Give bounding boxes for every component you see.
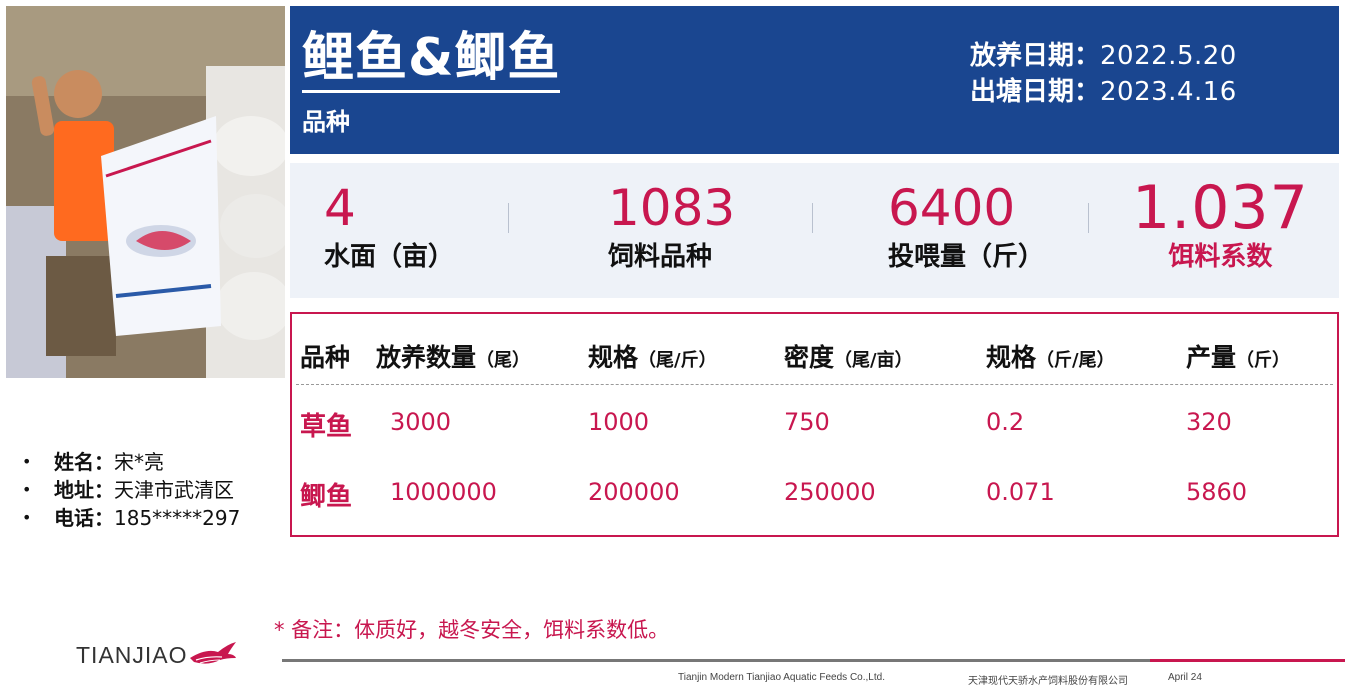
bullet: •	[22, 480, 32, 499]
harvest-date-line: 出塘日期：2023.4.16	[970, 74, 1237, 110]
table-cell: 5860	[1186, 478, 1248, 506]
company-name-cn: 天津现代天骄水产饲料股份有限公司	[968, 676, 1128, 687]
stat-label: 饵料系数	[1168, 242, 1273, 272]
header-divider	[296, 384, 1333, 385]
stat-feed-type: 1083 饲料品种	[608, 177, 735, 275]
stat-label: 水面（亩）	[324, 242, 455, 272]
company-name-en: Tianjin Modern Tianjiao Aquatic Feeds Co…	[678, 672, 885, 683]
col-header-text: 规格	[986, 343, 1037, 372]
col-header-text: 规格	[588, 343, 639, 372]
table-cell: 750	[784, 408, 830, 436]
page-title: 鲤鱼&鲫鱼	[302, 26, 561, 93]
phone-label: 电话：	[54, 506, 114, 530]
stat-label: 饲料品种	[608, 242, 713, 272]
col-header-stock-qty: 放养数量（尾）	[376, 338, 530, 374]
col-header-size-per-jin: 规格（尾/斤）	[588, 338, 717, 374]
bullet: •	[22, 508, 32, 527]
address-label: 地址：	[54, 478, 114, 502]
table-cell: 320	[1186, 408, 1232, 436]
stat-feed-conversion: 1.037 饵料系数	[1132, 177, 1309, 275]
col-header-unit: （尾）	[476, 350, 531, 371]
stat-label: 投喂量（斤）	[888, 242, 1045, 272]
bullet: •	[22, 452, 32, 471]
table-cell: 鲫鱼	[300, 482, 353, 512]
stat-divider	[1088, 203, 1089, 233]
stats-band: 4 水面（亩） 1083 饲料品种 6400 投喂量（斤） 1.037 饵料系数	[290, 163, 1339, 298]
company-logo: TIANJIAO	[76, 640, 238, 670]
page-subtitle: 品种	[302, 108, 350, 136]
farmer-photo	[6, 6, 285, 378]
farmer-photo-illustration	[6, 6, 285, 378]
table-cell: 1000	[588, 408, 650, 436]
table-cell: 草鱼	[300, 412, 353, 442]
stock-date-label: 放养日期：	[970, 41, 1101, 71]
stock-date: 2022.5.20	[1100, 41, 1237, 71]
harvest-date-label: 出塘日期：	[970, 77, 1101, 107]
stat-divider	[812, 203, 813, 233]
farmer-address-item: • 地址： 天津市武清区	[22, 476, 240, 504]
stat-value: 4	[324, 179, 356, 237]
date-block: 放养日期：2022.5.20 出塘日期：2023.4.16	[970, 38, 1237, 110]
col-header-text: 密度	[784, 343, 835, 372]
stat-water-area: 4 水面（亩）	[324, 177, 454, 275]
farmer-address: 天津市武清区	[114, 478, 234, 502]
bird-icon	[189, 642, 236, 664]
col-header-density: 密度（尾/亩）	[784, 338, 913, 374]
table-cell: 1000000	[390, 478, 497, 506]
farmer-name-item: • 姓名： 宋*亮	[22, 448, 240, 476]
stat-divider	[508, 203, 509, 233]
farmer-name: 宋*亮	[114, 450, 164, 474]
stat-feed-amount: 6400 投喂量（斤）	[888, 177, 1044, 275]
table-cell: 0.2	[986, 408, 1025, 436]
footer-divider-red	[1150, 659, 1345, 662]
name-label: 姓名：	[54, 450, 114, 474]
footer-date: April 24	[1168, 672, 1202, 683]
stat-value: 1083	[608, 179, 736, 237]
footer-divider-gray	[282, 659, 1150, 662]
stat-value: 6400	[888, 179, 1016, 237]
table-cell: 200000	[588, 478, 680, 506]
farmer-phone-item: • 电话： 185*****297	[22, 504, 240, 532]
logo-text: TIANJIAO	[76, 641, 188, 668]
col-header-size-per-fish: 规格（斤/尾）	[986, 338, 1115, 374]
table-cell: 0.071	[986, 478, 1055, 506]
farmer-phone: 185*****297	[114, 506, 241, 530]
col-header-text: 产量	[1186, 343, 1237, 372]
col-header-unit: （斤/尾）	[1036, 350, 1115, 371]
title-banner: 鲤鱼&鲫鱼 品种 放养日期：2022.5.20 出塘日期：2023.4.16	[290, 6, 1339, 154]
stocking-table: 品种 放养数量（尾） 规格（尾/斤） 密度（尾/亩） 规格（斤/尾） 产量（斤）…	[290, 312, 1339, 537]
col-header-yield: 产量（斤）	[1186, 338, 1290, 374]
stat-value: 1.037	[1132, 173, 1309, 243]
remark-note: * 备注：体质好，越冬安全，饵料系数低。	[274, 618, 670, 642]
col-header-species: 品种	[300, 338, 350, 374]
col-header-unit: （斤）	[1236, 350, 1291, 371]
stock-date-line: 放养日期：2022.5.20	[970, 38, 1237, 74]
harvest-date: 2023.4.16	[1100, 77, 1237, 107]
col-header-text: 品种	[300, 343, 351, 372]
table-cell: 250000	[784, 478, 876, 506]
col-header-unit: （尾/斤）	[638, 350, 717, 371]
col-header-unit: （尾/亩）	[834, 350, 913, 371]
table-cell: 3000	[390, 408, 452, 436]
col-header-text: 放养数量	[376, 343, 477, 372]
farmer-info: • 姓名： 宋*亮 • 地址： 天津市武清区 • 电话： 185*****297	[22, 448, 240, 532]
